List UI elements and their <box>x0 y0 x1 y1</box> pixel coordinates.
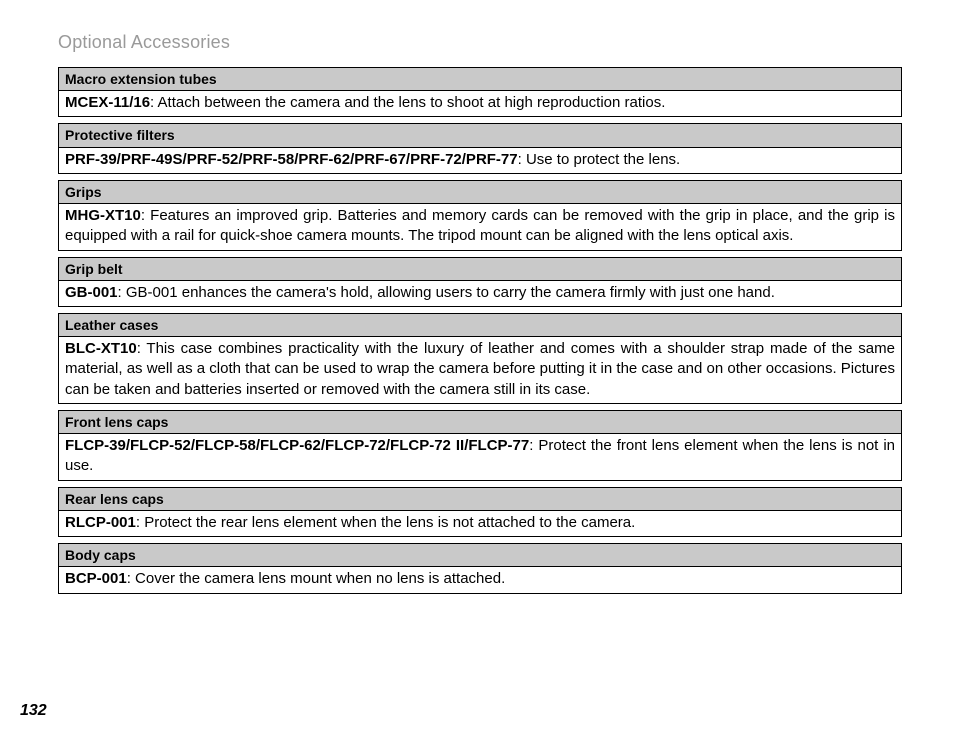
model-description: : Attach between the camera and the lens… <box>150 94 665 111</box>
category-header: Body caps <box>58 543 902 566</box>
accessory-section: Body capsBCP-001: Cover the camera lens … <box>58 543 902 593</box>
category-body: FLCP-39/FLCP-52/FLCP-58/FLCP-62/FLCP-72/… <box>58 433 902 481</box>
accessory-section: Leather casesBLC-XT10: This case combine… <box>58 313 902 404</box>
model-code: GB-001 <box>65 284 118 301</box>
model-description: : GB-001 enhances the camera's hold, all… <box>118 284 775 301</box>
model-description: : Cover the camera lens mount when no le… <box>127 570 506 587</box>
model-description: : This case combines practicality with t… <box>65 340 895 398</box>
model-code: RLCP-001 <box>65 514 136 531</box>
accessories-list: Macro extension tubesMCEX-11/16: Attach … <box>58 67 902 594</box>
model-code: BLC-XT10 <box>65 340 137 357</box>
category-header: Macro extension tubes <box>58 67 902 90</box>
category-header: Grips <box>58 180 902 203</box>
model-code: PRF-39/PRF-49S/PRF-52/PRF-58/PRF-62/PRF-… <box>65 151 518 168</box>
model-description: : Features an improved grip. Batteries a… <box>65 207 895 244</box>
category-body: MHG-XT10: Features an improved grip. Bat… <box>58 203 902 251</box>
accessory-section: Grip beltGB-001: GB-001 enhances the cam… <box>58 257 902 307</box>
category-header: Front lens caps <box>58 410 902 433</box>
model-code: MCEX-11/16 <box>65 94 150 111</box>
category-body: RLCP-001: Protect the rear lens element … <box>58 510 902 537</box>
model-code: BCP-001 <box>65 570 127 587</box>
category-header: Grip belt <box>58 257 902 280</box>
model-description: : Protect the rear lens element when the… <box>136 514 635 531</box>
category-header: Protective filters <box>58 123 902 146</box>
category-body: BLC-XT10: This case combines practicalit… <box>58 336 902 404</box>
accessory-section: Front lens caps FLCP-39/FLCP-52/FLCP-58/F… <box>58 410 902 481</box>
page-number: 132 <box>20 702 47 720</box>
accessory-section: Rear lens capsRLCP-001: Protect the rear… <box>58 487 902 537</box>
category-body: PRF-39/PRF-49S/PRF-52/PRF-58/PRF-62/PRF-… <box>58 147 902 174</box>
page-title: Optional Accessories <box>58 32 902 53</box>
category-body: BCP-001: Cover the camera lens mount whe… <box>58 566 902 593</box>
accessory-section: GripsMHG-XT10: Features an improved grip… <box>58 180 902 251</box>
model-code: FLCP-39/FLCP-52/FLCP-58/FLCP-62/FLCP-72/… <box>65 437 529 454</box>
accessory-section: Protective filters PRF-39/PRF-49S/PRF-52/… <box>58 123 902 173</box>
category-header: Leather cases <box>58 313 902 336</box>
category-body: MCEX-11/16: Attach between the camera an… <box>58 90 902 117</box>
accessory-section: Macro extension tubesMCEX-11/16: Attach … <box>58 67 902 117</box>
model-description: : Use to protect the lens. <box>518 151 681 168</box>
category-header: Rear lens caps <box>58 487 902 510</box>
category-body: GB-001: GB-001 enhances the camera's hol… <box>58 280 902 307</box>
model-code: MHG-XT10 <box>65 207 141 224</box>
